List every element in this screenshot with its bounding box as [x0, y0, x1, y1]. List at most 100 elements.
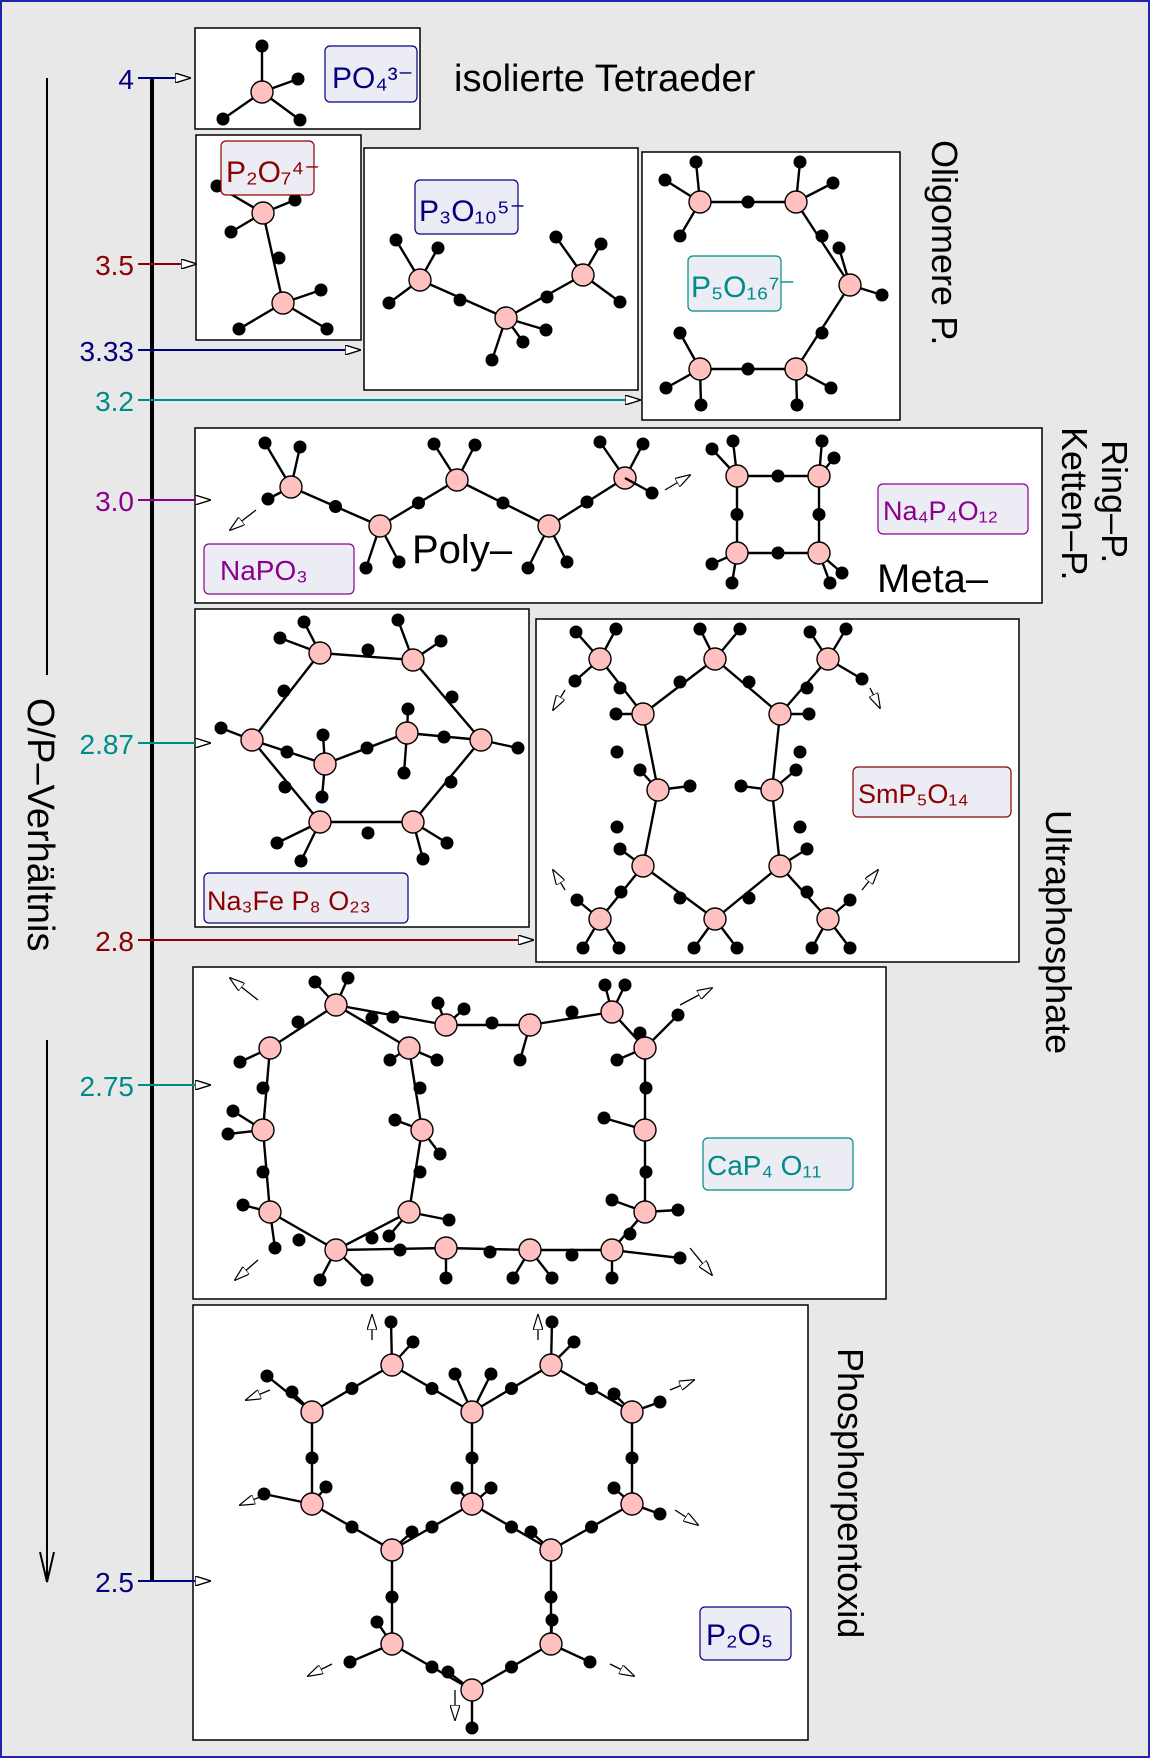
phosphorus-atom — [395, 721, 419, 745]
oxygen-atom — [733, 622, 747, 636]
oxygen-atom — [256, 1165, 270, 1179]
oxygen-atom — [516, 335, 530, 349]
oxygen-atom — [257, 1487, 271, 1501]
phosphorus-atom — [620, 1492, 644, 1516]
phosphorus-atom — [703, 907, 727, 931]
oxygen-atom — [565, 1005, 579, 1019]
continuation-arrow — [230, 509, 257, 530]
oxygen-atom — [789, 763, 803, 777]
phosphorus-atom — [784, 357, 808, 381]
oxygen-atom — [570, 893, 584, 907]
oxygen-atom — [505, 1660, 518, 1674]
oxygen-atom — [260, 1369, 274, 1383]
tick-label: 4 — [118, 64, 134, 95]
oxygen-atom — [314, 283, 328, 297]
oxygen-atom — [320, 322, 334, 336]
oxygen-atom — [365, 1011, 379, 1025]
oxygen-atom — [384, 1315, 398, 1329]
oxygen-atom — [224, 225, 238, 239]
oxygen-atom — [506, 1271, 520, 1285]
oxygen-atom — [605, 1271, 619, 1285]
formula-p2o7: P₂O₇⁴⁻ — [220, 140, 320, 196]
oxygen-atom — [730, 508, 744, 521]
oxygen-atom — [609, 707, 623, 721]
phosphorus-atom — [308, 810, 332, 834]
formula-p3o10-text: P₃O₁₀⁵⁻ — [419, 195, 525, 228]
oxygen-atom — [329, 500, 342, 513]
oxygen-atom — [465, 1451, 479, 1465]
phosphorus-atom — [469, 728, 493, 752]
oxygen-atom — [345, 1382, 359, 1395]
oxygen-atom — [693, 622, 707, 636]
phosphorus-atom — [600, 1238, 624, 1262]
oxygen-atom — [726, 434, 740, 448]
oxygen-atom — [268, 1241, 282, 1255]
formula-smp5-text: SmP₅O₁₄ — [858, 779, 969, 809]
phosphorus-atom — [600, 1000, 624, 1024]
oxygen-atom — [465, 1721, 479, 1735]
oxygen-atom — [386, 1010, 400, 1024]
oxygen-atom — [585, 1520, 598, 1534]
oxygen-atom — [569, 625, 583, 639]
axis-tick: 2.5 — [95, 1567, 210, 1598]
continuation-arrow — [609, 1663, 634, 1676]
oxygen-atom — [565, 1248, 579, 1262]
bond — [529, 1010, 613, 1027]
oxygen-atom — [812, 508, 826, 521]
oxygen-atom — [580, 495, 594, 509]
oxygen-atom — [613, 842, 627, 856]
phosphorus-atom — [688, 357, 712, 381]
oxygen-atom — [293, 440, 307, 454]
oxygen-atom — [658, 173, 672, 187]
oxygen-atom — [832, 241, 846, 255]
oxygen-atom — [855, 672, 869, 686]
tick-label: 3.33 — [80, 336, 135, 367]
oxygen-atom — [319, 1480, 333, 1494]
continuation-arrow — [235, 1259, 259, 1280]
oxygen-atom — [308, 975, 322, 989]
oxygen-atom — [524, 1525, 538, 1539]
formula-p2o7-text: P₂O₇⁴⁻ — [226, 156, 320, 189]
axis-tick: 3.33 — [80, 336, 361, 367]
axis-tick: 2.87 — [80, 729, 211, 760]
oxygen-atom — [800, 885, 814, 899]
oxygen-atom — [496, 496, 510, 510]
oxygen-atom — [412, 496, 425, 510]
oxygen-atom — [210, 179, 224, 193]
oxygen-atom — [392, 555, 406, 569]
oxygen-atom — [442, 1213, 456, 1227]
oxygen-atom — [291, 1015, 305, 1029]
oxygen-atom — [826, 176, 840, 190]
phosphorus-atom — [240, 728, 264, 752]
continuation-arrow — [308, 1663, 333, 1676]
oxygen-atom — [607, 1481, 621, 1495]
oxygen-atom — [382, 1229, 396, 1243]
phosphorus-atom — [494, 306, 518, 330]
oxygen-atom — [258, 436, 272, 450]
phosphorus-atom — [760, 778, 784, 802]
oxygen-atom — [673, 675, 687, 689]
formula-p5o16: P₅O₁₆⁷⁻ — [687, 255, 795, 312]
phosphorus-atom — [434, 1236, 458, 1260]
phosphorus-atom — [380, 1632, 404, 1656]
oxygen-atom — [689, 155, 703, 169]
bond — [770, 713, 782, 791]
phosphorus-atom — [633, 1200, 657, 1224]
label-ring: Ring–P. — [1094, 440, 1135, 563]
oxygen-atom — [793, 155, 807, 169]
oxygen-atom — [560, 555, 574, 569]
oxygen-atom — [297, 615, 311, 629]
oxygen-atom — [385, 1590, 399, 1604]
phosphorus-atom — [250, 80, 274, 104]
continuation-arrow — [870, 687, 880, 708]
phosphorus-atom — [251, 1118, 275, 1142]
continuation-arrow — [679, 988, 712, 1006]
phosphorus-atom — [410, 1118, 434, 1142]
oxygen-atom — [221, 1127, 235, 1141]
phosphorus-atom — [633, 1118, 657, 1142]
phosphorus-atom — [251, 201, 275, 225]
oxygen-atom — [483, 1245, 497, 1259]
continuation-arrow — [669, 1380, 694, 1391]
oxygen-atom — [255, 39, 269, 53]
oxygen-atom — [609, 622, 623, 636]
